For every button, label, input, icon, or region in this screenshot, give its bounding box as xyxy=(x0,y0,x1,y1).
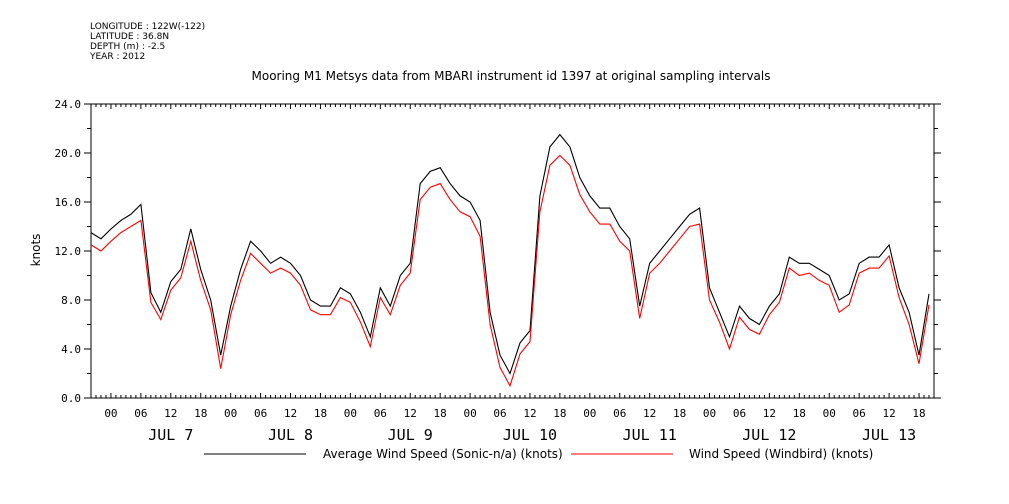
x-hour-label: 06 xyxy=(254,407,267,420)
depth-label: DEPTH (m) : -2.5 xyxy=(90,42,166,52)
x-hour-label: 06 xyxy=(374,407,387,420)
series-line-windbird xyxy=(90,154,930,388)
legend-label-windbird: Wind Speed (Windbird) (knots) xyxy=(689,447,873,461)
x-hour-label: 18 xyxy=(793,407,806,420)
y-tick-label: 20.0 xyxy=(55,147,82,160)
x-hour-label: 00 xyxy=(104,407,117,420)
x-hour-label: 00 xyxy=(703,407,716,420)
x-hour-label: 06 xyxy=(493,407,506,420)
x-hour-label: 12 xyxy=(404,407,417,420)
x-day-label: JUL 8 xyxy=(268,426,313,444)
metadata-header: LONGITUDE : 122W(-122) LATITUDE : 36.8N … xyxy=(90,22,205,62)
x-hour-label: 00 xyxy=(224,407,237,420)
x-hour-label: 18 xyxy=(434,407,447,420)
y-tick-label: 24.0 xyxy=(55,98,82,111)
y-axis-label: knots xyxy=(29,234,43,267)
x-hour-label: 00 xyxy=(583,407,596,420)
longitude-label: LONGITUDE : 122W(-122) xyxy=(90,22,206,32)
x-hour-label: 18 xyxy=(673,407,686,420)
x-tick-labels: 00 06 12 18 00 06 12 18 00 06 12 18 00 06 12 18 00 06 12 18… xyxy=(104,407,925,444)
x-hour-label: 12 xyxy=(763,407,776,420)
latitude-label: LATITUDE : 36.8N xyxy=(90,32,170,42)
legend-label-sonic: Average Wind Speed (Sonic-n/a) (knots) xyxy=(323,447,563,461)
x-day-label: JUL 12 xyxy=(742,426,796,444)
x-hour-label: 00 xyxy=(463,407,476,420)
x-hour-label: 06 xyxy=(733,407,746,420)
x-hour-label: 12 xyxy=(523,407,536,420)
x-hour-label: 06 xyxy=(613,407,626,420)
x-hour-label: 12 xyxy=(164,407,177,420)
axis-ticks xyxy=(84,103,941,399)
x-day-label: JUL 10 xyxy=(503,426,557,444)
x-hour-label: 12 xyxy=(882,407,895,420)
y-tick-label: 12.0 xyxy=(55,245,82,258)
series-lines xyxy=(90,133,930,388)
x-day-label: JUL 9 xyxy=(388,426,433,444)
chart-title: Mooring M1 Metsys data from MBARI instru… xyxy=(252,69,771,83)
x-hour-label: 00 xyxy=(823,407,836,420)
x-hour-label: 18 xyxy=(314,407,327,420)
y-tick-label: 8.0 xyxy=(61,294,81,307)
x-hour-label: 18 xyxy=(912,407,925,420)
x-day-label: JUL 13 xyxy=(862,426,916,444)
x-day-label: JUL 7 xyxy=(148,426,193,444)
y-tick-label: 4.0 xyxy=(61,343,81,356)
y-tick-labels: 0.0 4.0 8.0 12.0 16.0 20.0 24.0 xyxy=(55,98,82,405)
year-label: YEAR : 2012 xyxy=(90,52,146,62)
x-day-label: JUL 11 xyxy=(623,426,677,444)
x-hour-label: 12 xyxy=(284,407,297,420)
series-line-sonic xyxy=(90,133,930,375)
x-hour-label: 12 xyxy=(643,407,656,420)
x-hour-label: 06 xyxy=(853,407,866,420)
x-hour-label: 18 xyxy=(194,407,207,420)
x-hour-label: 00 xyxy=(344,407,357,420)
plot-frame xyxy=(90,103,935,399)
legend: Average Wind Speed (Sonic-n/a) (knots) W… xyxy=(204,447,873,461)
x-hour-label: 18 xyxy=(553,407,566,420)
y-tick-label: 16.0 xyxy=(55,196,82,209)
y-tick-label: 0.0 xyxy=(61,392,81,405)
x-hour-label: 06 xyxy=(134,407,147,420)
